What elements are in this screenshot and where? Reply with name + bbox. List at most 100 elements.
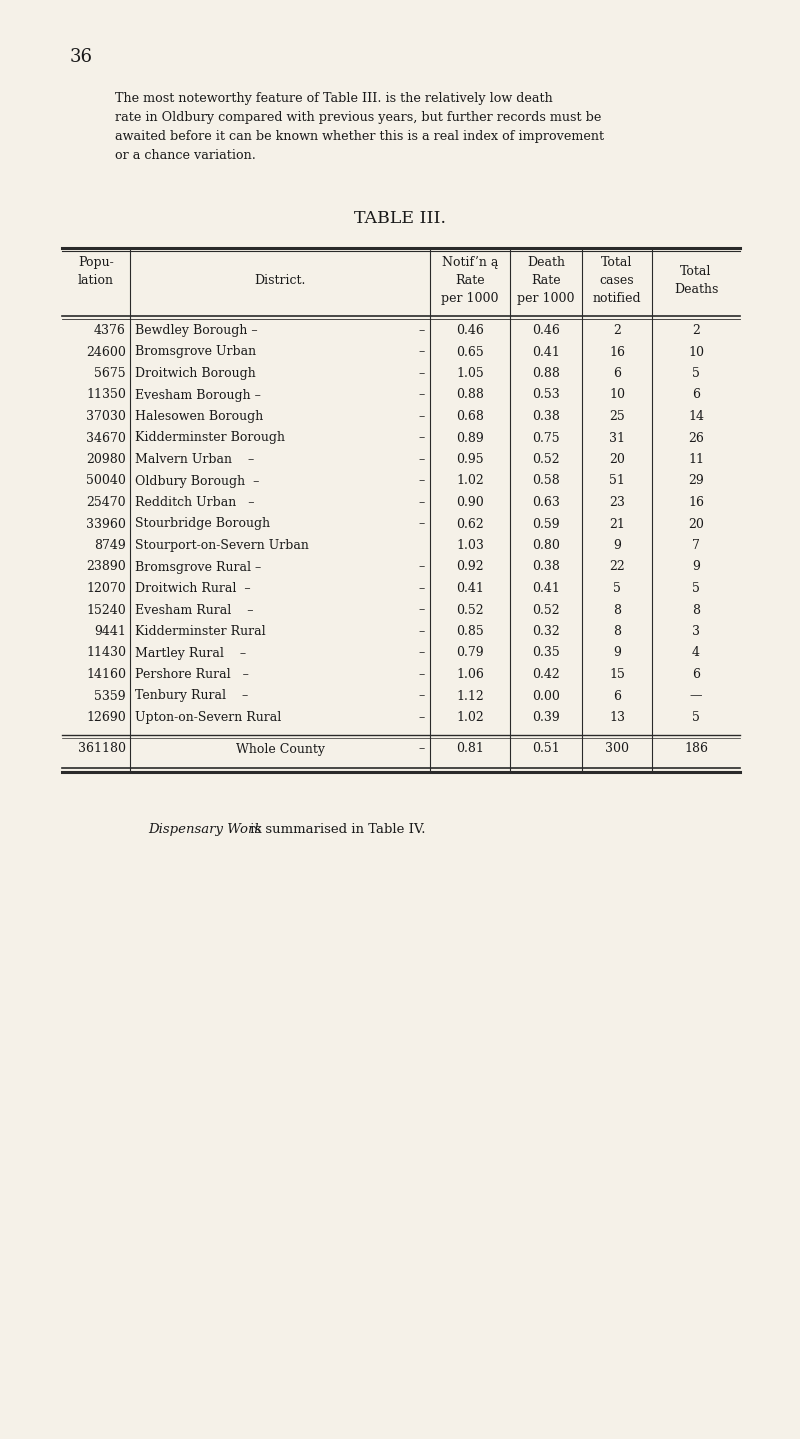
Text: Oldbury Borough  –: Oldbury Borough – bbox=[135, 475, 259, 488]
Text: 7: 7 bbox=[692, 540, 700, 553]
Text: –: – bbox=[419, 453, 425, 466]
Text: 186: 186 bbox=[684, 743, 708, 755]
Text: Redditch Urban   –: Redditch Urban – bbox=[135, 496, 254, 509]
Text: Popu-
lation: Popu- lation bbox=[78, 256, 114, 286]
Text: 1.12: 1.12 bbox=[456, 689, 484, 702]
Text: 14: 14 bbox=[688, 410, 704, 423]
Text: 16: 16 bbox=[609, 345, 625, 358]
Text: 37030: 37030 bbox=[86, 410, 126, 423]
Text: 0.58: 0.58 bbox=[532, 475, 560, 488]
Text: Kidderminster Rural: Kidderminster Rural bbox=[135, 625, 266, 637]
Text: 8749: 8749 bbox=[94, 540, 126, 553]
Text: 6: 6 bbox=[613, 367, 621, 380]
Text: 16: 16 bbox=[688, 496, 704, 509]
Text: 6: 6 bbox=[613, 689, 621, 702]
Text: Martley Rural    –: Martley Rural – bbox=[135, 646, 246, 659]
Text: –: – bbox=[419, 603, 425, 616]
Text: 0.38: 0.38 bbox=[532, 410, 560, 423]
Text: Whole County: Whole County bbox=[235, 743, 325, 755]
Text: 1.03: 1.03 bbox=[456, 540, 484, 553]
Text: Upton-on-Severn Rural: Upton-on-Severn Rural bbox=[135, 711, 282, 724]
Text: 21: 21 bbox=[609, 518, 625, 531]
Text: District.: District. bbox=[254, 273, 306, 286]
Text: 8: 8 bbox=[613, 603, 621, 616]
Text: –: – bbox=[419, 668, 425, 681]
Text: Kidderminster Borough: Kidderminster Borough bbox=[135, 432, 285, 445]
Text: 23890: 23890 bbox=[86, 561, 126, 574]
Text: 0.41: 0.41 bbox=[532, 581, 560, 594]
Text: Malvern Urban    –: Malvern Urban – bbox=[135, 453, 254, 466]
Text: 10: 10 bbox=[688, 345, 704, 358]
Text: –: – bbox=[419, 367, 425, 380]
Text: 0.59: 0.59 bbox=[532, 518, 560, 531]
Text: 6: 6 bbox=[692, 668, 700, 681]
Text: –: – bbox=[419, 518, 425, 531]
Text: –: – bbox=[419, 561, 425, 574]
Text: 24600: 24600 bbox=[86, 345, 126, 358]
Text: 5359: 5359 bbox=[94, 689, 126, 702]
Text: 8: 8 bbox=[613, 625, 621, 637]
Text: is summarised in Table IV.: is summarised in Table IV. bbox=[246, 823, 426, 836]
Text: 11430: 11430 bbox=[86, 646, 126, 659]
Text: Droitwich Rural  –: Droitwich Rural – bbox=[135, 581, 250, 594]
Text: –: – bbox=[419, 625, 425, 637]
Text: 0.46: 0.46 bbox=[532, 324, 560, 337]
Text: –: – bbox=[419, 743, 425, 755]
Text: 1.06: 1.06 bbox=[456, 668, 484, 681]
Text: 0.95: 0.95 bbox=[456, 453, 484, 466]
Text: 0.80: 0.80 bbox=[532, 540, 560, 553]
Text: 5: 5 bbox=[692, 581, 700, 594]
Text: TABLE III.: TABLE III. bbox=[354, 210, 446, 227]
Text: 9: 9 bbox=[692, 561, 700, 574]
Text: 26: 26 bbox=[688, 432, 704, 445]
Text: –: – bbox=[419, 646, 425, 659]
Text: 23: 23 bbox=[609, 496, 625, 509]
Text: 12690: 12690 bbox=[86, 711, 126, 724]
Text: 0.90: 0.90 bbox=[456, 496, 484, 509]
Text: 51: 51 bbox=[609, 475, 625, 488]
Text: 2: 2 bbox=[692, 324, 700, 337]
Text: 4: 4 bbox=[692, 646, 700, 659]
Text: 11: 11 bbox=[688, 453, 704, 466]
Text: Pershore Rural   –: Pershore Rural – bbox=[135, 668, 249, 681]
Text: Bromsgrove Urban: Bromsgrove Urban bbox=[135, 345, 256, 358]
Text: Death
Rate
per 1000: Death Rate per 1000 bbox=[518, 256, 574, 305]
Text: 1.02: 1.02 bbox=[456, 475, 484, 488]
Text: 0.81: 0.81 bbox=[456, 743, 484, 755]
Text: 0.00: 0.00 bbox=[532, 689, 560, 702]
Text: –: – bbox=[419, 432, 425, 445]
Text: Notif’n ą
Rate
per 1000: Notif’n ą Rate per 1000 bbox=[442, 256, 498, 305]
Text: Total
cases
notified: Total cases notified bbox=[593, 256, 642, 305]
Text: 9: 9 bbox=[613, 540, 621, 553]
Text: 25: 25 bbox=[609, 410, 625, 423]
Text: –: – bbox=[419, 711, 425, 724]
Text: –: – bbox=[419, 324, 425, 337]
Text: 8: 8 bbox=[692, 603, 700, 616]
Text: —: — bbox=[690, 689, 702, 702]
Text: 15: 15 bbox=[609, 668, 625, 681]
Text: Tenbury Rural    –: Tenbury Rural – bbox=[135, 689, 248, 702]
Text: 0.88: 0.88 bbox=[456, 389, 484, 401]
Text: 5675: 5675 bbox=[94, 367, 126, 380]
Text: 36: 36 bbox=[70, 47, 93, 66]
Text: 0.63: 0.63 bbox=[532, 496, 560, 509]
Text: 0.42: 0.42 bbox=[532, 668, 560, 681]
Text: Evesham Rural    –: Evesham Rural – bbox=[135, 603, 254, 616]
Text: 0.41: 0.41 bbox=[456, 581, 484, 594]
Text: 0.75: 0.75 bbox=[532, 432, 560, 445]
Text: 0.38: 0.38 bbox=[532, 561, 560, 574]
Text: 0.88: 0.88 bbox=[532, 367, 560, 380]
Text: 0.52: 0.52 bbox=[456, 603, 484, 616]
Text: 15240: 15240 bbox=[86, 603, 126, 616]
Text: 9441: 9441 bbox=[94, 625, 126, 637]
Text: 20980: 20980 bbox=[86, 453, 126, 466]
Text: Stourport-on-Severn Urban: Stourport-on-Severn Urban bbox=[135, 540, 309, 553]
Text: 0.41: 0.41 bbox=[532, 345, 560, 358]
Text: 33960: 33960 bbox=[86, 518, 126, 531]
Text: Dispensary Work: Dispensary Work bbox=[148, 823, 262, 836]
Text: –: – bbox=[419, 389, 425, 401]
Text: Bromsgrove Rural –: Bromsgrove Rural – bbox=[135, 561, 262, 574]
Text: 0.52: 0.52 bbox=[532, 453, 560, 466]
Text: Stourbridge Borough: Stourbridge Borough bbox=[135, 518, 270, 531]
Text: 4376: 4376 bbox=[94, 324, 126, 337]
